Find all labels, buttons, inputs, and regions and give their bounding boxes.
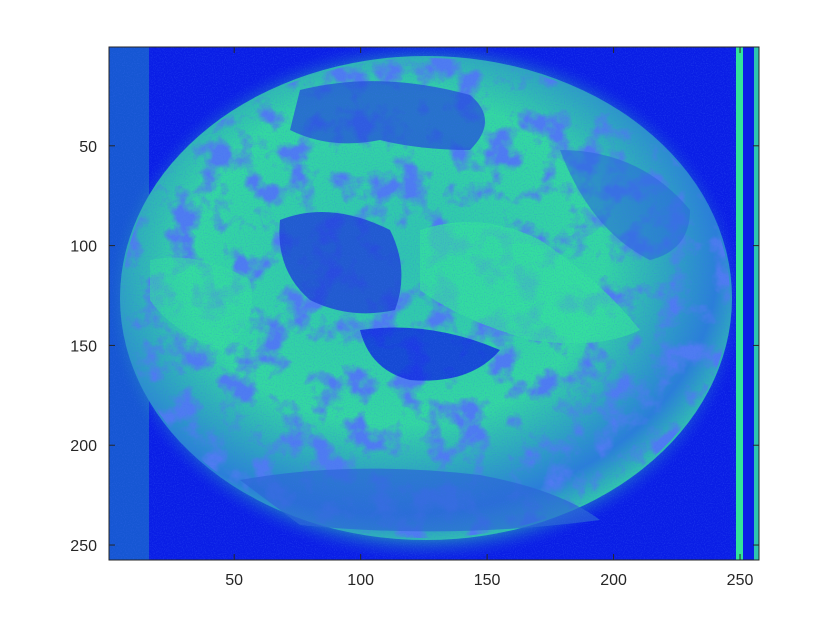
x-tick-label: 50 xyxy=(225,572,243,589)
image-layer xyxy=(109,47,759,560)
x-tick-label: 100 xyxy=(347,572,374,589)
x-tick-label: 200 xyxy=(600,572,627,589)
y-tick-label: 200 xyxy=(70,438,97,455)
right-stripe-2 xyxy=(743,47,754,560)
y-tick-label: 250 xyxy=(70,538,97,555)
pixel-noise xyxy=(109,47,759,560)
right-stripe-1 xyxy=(736,47,743,560)
x-tick-label: 150 xyxy=(474,572,501,589)
y-tick-label: 150 xyxy=(70,338,97,355)
y-tick-label: 50 xyxy=(79,139,97,156)
axes-box xyxy=(108,46,760,561)
x-axis-ticks: 50 100 150 200 250 xyxy=(225,47,753,589)
y-tick-label: 100 xyxy=(70,239,97,256)
right-stripe-3 xyxy=(754,47,759,560)
x-tick-label: 250 xyxy=(727,572,754,589)
y-axis-ticks: 50 100 150 200 250 xyxy=(70,139,759,555)
